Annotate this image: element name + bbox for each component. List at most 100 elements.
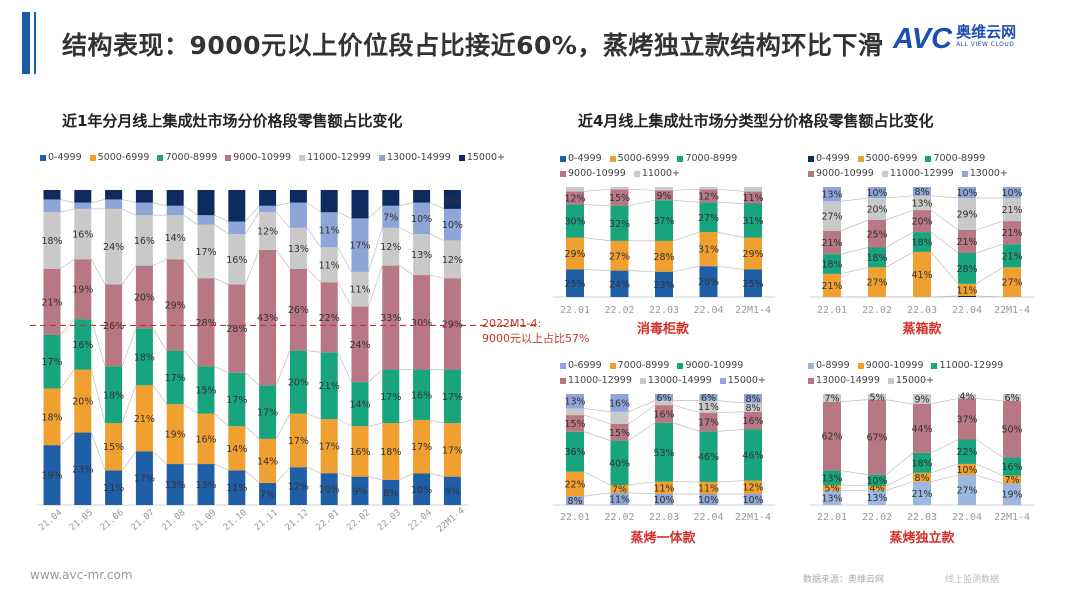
bar-segment-15000+ — [868, 394, 886, 400]
legend-label: 11000-12999 — [939, 360, 1004, 371]
bar-segment-0-4999 — [228, 470, 246, 505]
bar-segment-0-8999 — [1003, 483, 1021, 505]
x-tick-label: 22M1-4 — [994, 512, 1030, 523]
title-accent-bar — [22, 12, 30, 74]
bar-segment-11000-12999 — [699, 412, 718, 432]
connector-line — [121, 265, 137, 285]
bar-segment-11000-12999 — [74, 208, 92, 260]
bar-segment-9000-10999 — [699, 431, 718, 482]
bar-segment-7000-8999 — [1003, 244, 1021, 268]
bar-segment-7000-8999 — [744, 480, 762, 494]
x-tick-label: 22.03 — [376, 508, 403, 533]
data-label: 27% — [956, 486, 977, 497]
data-label: 12% — [742, 483, 763, 494]
bar-segment-7000-8999 — [166, 350, 184, 405]
data-label: 17% — [226, 395, 247, 406]
bar-segment-11000-12999 — [868, 474, 886, 486]
data-label: 18% — [911, 238, 932, 249]
bar-segment-7000-8999 — [958, 253, 976, 284]
left-chart-title: 近1年分月线上集成灶市场分价格段零售额占比变化 — [62, 112, 403, 130]
data-label: 20% — [911, 217, 932, 228]
connector-line — [245, 211, 260, 235]
connector-line — [930, 195, 959, 199]
data-label: 62% — [821, 432, 842, 443]
data-label: 6% — [445, 195, 460, 206]
x-tick-label: 22.01 — [817, 305, 847, 316]
connector-line — [840, 219, 869, 232]
bar-segment-9000-10999 — [913, 210, 931, 233]
connector-line — [717, 202, 745, 204]
bar-segment-5000-6999 — [166, 404, 184, 465]
connector-line — [840, 399, 869, 403]
data-label: 27% — [866, 278, 887, 289]
bar-segment-11000-12999 — [43, 212, 61, 269]
bar-segment-9000-10999 — [868, 220, 886, 248]
data-label: 15% — [564, 419, 585, 430]
bar-segment-9000-10999 — [1003, 475, 1021, 484]
connector-line — [975, 243, 1004, 254]
bar-segment-0-4999 — [105, 470, 123, 505]
bar-segment-15000+ — [699, 394, 718, 401]
data-label: 10% — [956, 465, 977, 476]
connector-line — [337, 352, 352, 383]
bar-segment-5000-6999 — [74, 369, 92, 433]
legend-swatch — [677, 155, 684, 162]
data-label: 10% — [956, 188, 977, 199]
legend-item: 7000-8999 — [609, 358, 669, 373]
data-label: 10% — [866, 188, 887, 199]
data-label: 29% — [956, 209, 977, 220]
connector-line — [583, 471, 611, 486]
data-label: 21% — [911, 489, 932, 500]
bar-segment-9000-10999 — [823, 485, 841, 491]
bar-segment-15000+ — [135, 190, 153, 203]
connector-line — [152, 202, 167, 207]
data-label: 30% — [411, 318, 432, 329]
data-label: 20% — [134, 293, 155, 304]
data-label: 46% — [698, 452, 719, 463]
bar-segment-9000-10999 — [228, 284, 246, 373]
connector-line — [430, 473, 444, 477]
data-label: 16% — [742, 416, 763, 427]
data-label: 31% — [742, 216, 763, 227]
connector-line — [583, 414, 611, 425]
bar-segment-11000-12999 — [289, 227, 307, 269]
connector-line — [717, 429, 745, 432]
connector-line — [121, 328, 137, 367]
connector-line — [152, 258, 167, 266]
chart-legend-disinfection: 0-4999 5000-6999 7000-8999 9000-10999 11000+ — [560, 151, 795, 181]
data-label: 25% — [742, 279, 763, 290]
bar-segment-5000-6999 — [1003, 267, 1021, 297]
bar-segment-9000-10999 — [655, 190, 673, 201]
connector-line — [306, 466, 321, 474]
connector-line — [214, 224, 229, 235]
legend-swatch — [458, 154, 465, 161]
bar-segment-9000-10999 — [958, 463, 976, 476]
connector-line — [214, 277, 229, 285]
data-label: 27% — [1001, 278, 1022, 289]
bar-segment-15000+ — [382, 190, 400, 206]
bar-segment-11000-12999 — [413, 234, 431, 276]
legend-swatch — [609, 362, 616, 369]
legend-swatch — [299, 154, 306, 161]
data-label: 23% — [72, 464, 93, 475]
bar-segment-5000-6999 — [135, 385, 153, 452]
x-tick-label: 22.01 — [560, 305, 590, 316]
data-label: 17% — [380, 392, 401, 403]
connector-line — [275, 413, 291, 440]
x-tick-label: 21.10 — [222, 508, 249, 533]
connector-line — [930, 295, 959, 298]
data-label: 25% — [564, 279, 585, 290]
bar-segment-5000-6999 — [566, 237, 584, 270]
bar-segment-7000-8999 — [913, 232, 931, 252]
bar-segment-13000-14999 — [699, 400, 718, 413]
bar-segment-5000-6999 — [382, 423, 400, 480]
x-tick-label: 21.08 — [160, 508, 187, 533]
bar-segment-7000-8999 — [699, 481, 718, 495]
connector-line — [930, 209, 959, 231]
bar-segment-9000-10999 — [566, 431, 584, 472]
x-tick-label: 21.12 — [284, 508, 311, 533]
data-label: 10% — [742, 495, 763, 506]
data-label: 20% — [288, 378, 309, 389]
logo-en-text: ALL VIEW CLOUD — [956, 41, 1015, 48]
